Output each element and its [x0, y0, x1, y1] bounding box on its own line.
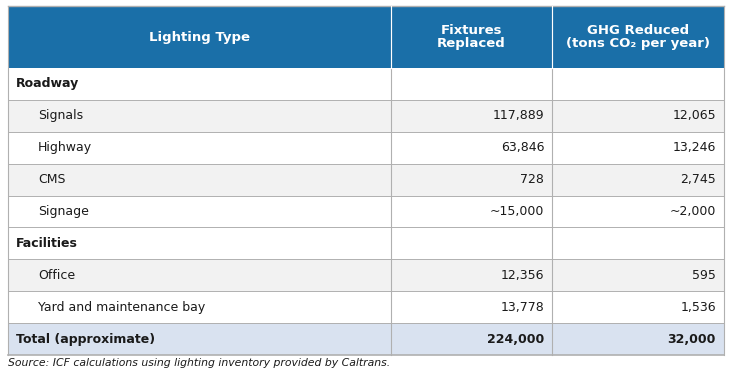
Bar	[8, 6, 724, 68]
Text: 595: 595	[692, 269, 716, 282]
Text: 32,000: 32,000	[668, 333, 716, 346]
Text: 728: 728	[520, 173, 544, 186]
Bar	[8, 259, 724, 291]
Text: 224,000: 224,000	[487, 333, 544, 346]
Bar	[8, 323, 724, 355]
Bar	[8, 291, 724, 323]
Text: 2,745: 2,745	[680, 173, 716, 186]
Text: Roadway: Roadway	[16, 77, 79, 90]
Text: Source: ICF calculations using lighting inventory provided by Caltrans.: Source: ICF calculations using lighting …	[8, 358, 390, 368]
Text: 63,846: 63,846	[501, 141, 544, 154]
Text: 13,778: 13,778	[501, 301, 544, 314]
Text: Signage: Signage	[38, 205, 89, 218]
Text: ~15,000: ~15,000	[490, 205, 544, 218]
Text: Office: Office	[38, 269, 75, 282]
Text: Highway: Highway	[38, 141, 92, 154]
Text: CMS: CMS	[38, 173, 65, 186]
Text: 13,246: 13,246	[673, 141, 716, 154]
Bar	[8, 100, 724, 132]
Text: 1,536: 1,536	[680, 301, 716, 314]
Text: Signals: Signals	[38, 109, 83, 122]
Text: Facilities: Facilities	[16, 237, 78, 250]
Text: 12,065: 12,065	[673, 109, 716, 122]
Text: Replaced: Replaced	[437, 37, 506, 50]
Text: Lighting Type: Lighting Type	[149, 30, 250, 43]
Text: 12,356: 12,356	[501, 269, 544, 282]
Bar	[8, 68, 724, 100]
Bar	[8, 195, 724, 227]
Text: 117,889: 117,889	[493, 109, 544, 122]
Text: Fixtures: Fixtures	[441, 24, 502, 37]
Text: GHG Reduced: GHG Reduced	[587, 24, 689, 37]
Text: Yard and maintenance bay: Yard and maintenance bay	[38, 301, 205, 314]
Text: ~2,000: ~2,000	[670, 205, 716, 218]
Text: Total (approximate): Total (approximate)	[16, 333, 155, 346]
Bar	[8, 164, 724, 195]
Bar	[8, 227, 724, 259]
Text: (tons CO₂ per year): (tons CO₂ per year)	[566, 37, 710, 50]
Bar	[8, 132, 724, 164]
